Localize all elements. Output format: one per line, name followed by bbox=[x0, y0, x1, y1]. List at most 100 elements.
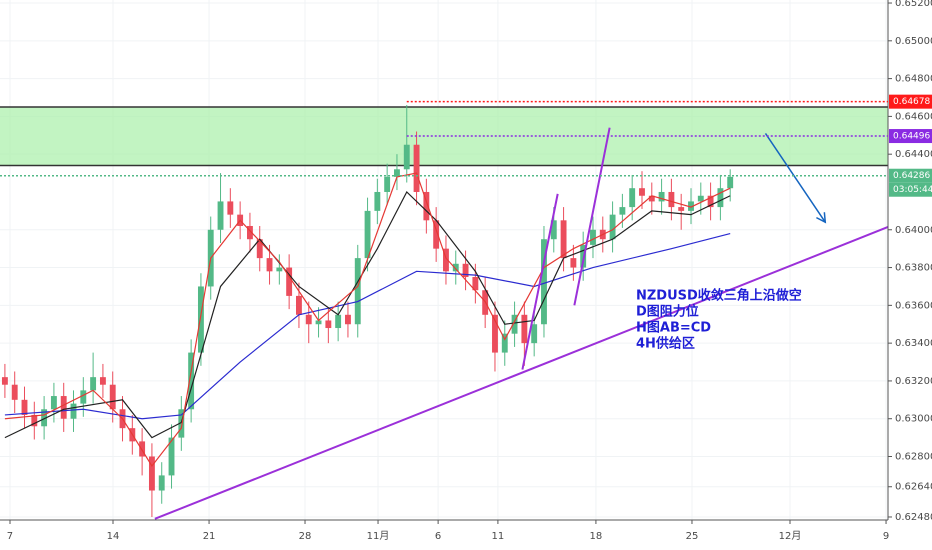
candle-body bbox=[511, 314, 518, 334]
candle-body bbox=[60, 396, 67, 419]
arrow bbox=[764, 132, 826, 223]
x-tick-label: 28 bbox=[299, 531, 312, 542]
trend-line bbox=[573, 127, 611, 306]
candle-body bbox=[21, 399, 28, 415]
countdown-label: 03:05:44 bbox=[893, 185, 932, 195]
x-tick-label: 11 bbox=[492, 531, 505, 542]
candle-body bbox=[345, 314, 351, 325]
candle-body bbox=[178, 409, 185, 438]
x-tick-label: 6 bbox=[435, 531, 441, 542]
candle-body bbox=[609, 214, 616, 240]
candle-body bbox=[639, 188, 645, 196]
candle-body bbox=[423, 191, 430, 221]
candle-body bbox=[492, 314, 498, 353]
candle-body bbox=[619, 207, 626, 215]
candle-body bbox=[315, 320, 322, 325]
price-tag bbox=[889, 94, 932, 109]
candle-body bbox=[629, 188, 636, 208]
candle-body bbox=[286, 267, 293, 296]
candle-body bbox=[570, 258, 577, 268]
candle-body bbox=[590, 229, 596, 245]
candle-body bbox=[707, 195, 714, 208]
candle-body bbox=[560, 220, 567, 259]
candle-body bbox=[188, 352, 195, 410]
annotation: D图阻力位 bbox=[636, 304, 699, 320]
candle-body bbox=[266, 258, 273, 272]
candle-body bbox=[217, 201, 224, 230]
candle-body bbox=[403, 144, 410, 170]
candle-body bbox=[109, 384, 116, 410]
candle-body bbox=[354, 258, 361, 325]
candle-body bbox=[31, 414, 38, 427]
candle-body bbox=[521, 314, 528, 344]
candle-body bbox=[296, 295, 302, 315]
candle-body bbox=[335, 314, 342, 329]
time-axis bbox=[0, 520, 932, 550]
candle-body bbox=[541, 239, 547, 325]
candle-body bbox=[443, 248, 449, 272]
candle-body bbox=[727, 176, 734, 189]
candle-body bbox=[276, 267, 283, 272]
price-tag bbox=[889, 129, 932, 144]
x-tick-label: 25 bbox=[686, 531, 699, 542]
annotation: H图AB=CD bbox=[636, 321, 711, 336]
candle-body bbox=[531, 324, 538, 344]
candle-body bbox=[50, 396, 57, 410]
trend-line bbox=[154, 226, 889, 520]
price-tag-label: 0.64678 bbox=[893, 97, 930, 107]
candle-body bbox=[433, 220, 440, 249]
candle-body bbox=[227, 201, 234, 215]
candle-body bbox=[394, 169, 400, 177]
countdown-tag bbox=[889, 182, 932, 197]
x-tick-label: 18 bbox=[590, 531, 603, 542]
candle-body bbox=[11, 384, 18, 400]
arrow-head bbox=[816, 212, 827, 224]
annotation: 4H供给区 bbox=[636, 336, 695, 352]
moving-average bbox=[4, 172, 731, 468]
candle-body bbox=[413, 144, 420, 192]
candle-body bbox=[374, 191, 381, 211]
price-tag-label: 0.64286 bbox=[893, 171, 930, 181]
candle-body bbox=[90, 377, 97, 391]
price-tag-label: 0.64496 bbox=[893, 132, 930, 142]
candle-body bbox=[678, 207, 685, 211]
candle-body bbox=[697, 195, 704, 202]
candle-body bbox=[256, 239, 263, 259]
candle-body bbox=[197, 286, 204, 353]
x-tick-label: 14 bbox=[107, 531, 120, 542]
candle-body bbox=[158, 475, 165, 491]
candle-body bbox=[462, 263, 469, 278]
candle-body bbox=[99, 377, 106, 385]
candle-body bbox=[148, 456, 155, 491]
x-tick-label: 9 bbox=[883, 531, 889, 542]
candle-body bbox=[325, 320, 332, 329]
candle-body bbox=[168, 437, 175, 476]
trend-line bbox=[521, 193, 559, 370]
candle-body bbox=[550, 220, 557, 240]
candle-body bbox=[648, 195, 655, 202]
moving-average bbox=[4, 232, 731, 420]
x-tick-label: 12月 bbox=[779, 530, 802, 542]
x-tick-label: 11月 bbox=[367, 530, 390, 542]
candle-body bbox=[501, 333, 508, 353]
candle-body bbox=[80, 390, 87, 404]
x-tick-label: 21 bbox=[203, 531, 216, 542]
candle-body bbox=[1, 377, 8, 385]
candle-body bbox=[384, 176, 391, 192]
candle-body bbox=[658, 191, 665, 202]
annotation: NZDUSD收敛三角上沿做空 bbox=[636, 288, 802, 304]
